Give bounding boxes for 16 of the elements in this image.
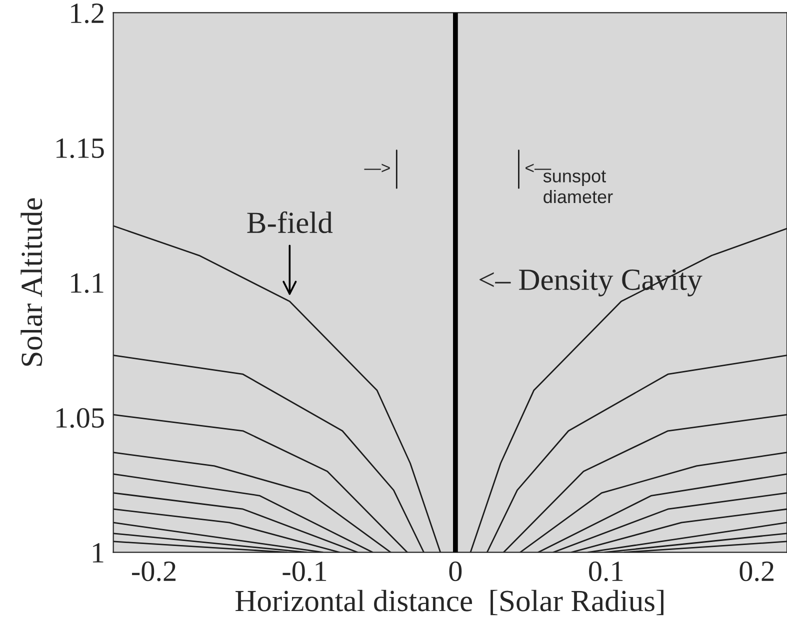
x-axis-title: Horizontal distance [Solar Radius] bbox=[236, 590, 664, 616]
x-tick-label: -0.1 bbox=[282, 561, 326, 582]
x-tick-label: 0 bbox=[449, 561, 462, 582]
annotation: sunspot diameter bbox=[543, 170, 613, 204]
annotation: <— bbox=[526, 164, 552, 172]
y-tick-label: 1.1 bbox=[71, 273, 104, 294]
x-tick-label: 0.2 bbox=[740, 561, 774, 582]
annotation: B-field bbox=[247, 211, 333, 234]
y-tick-label: 1 bbox=[92, 543, 104, 562]
x-tick-label: -0.2 bbox=[132, 561, 176, 582]
x-tick-label: 0.1 bbox=[589, 561, 623, 582]
y-tick-label: 1.15 bbox=[56, 138, 104, 158]
y-tick-label: 1.05 bbox=[56, 408, 104, 428]
y-axis-title: Solar Altitude bbox=[20, 198, 42, 366]
annotation: —> bbox=[364, 164, 390, 172]
y-tick-label: 1.2 bbox=[71, 4, 104, 24]
